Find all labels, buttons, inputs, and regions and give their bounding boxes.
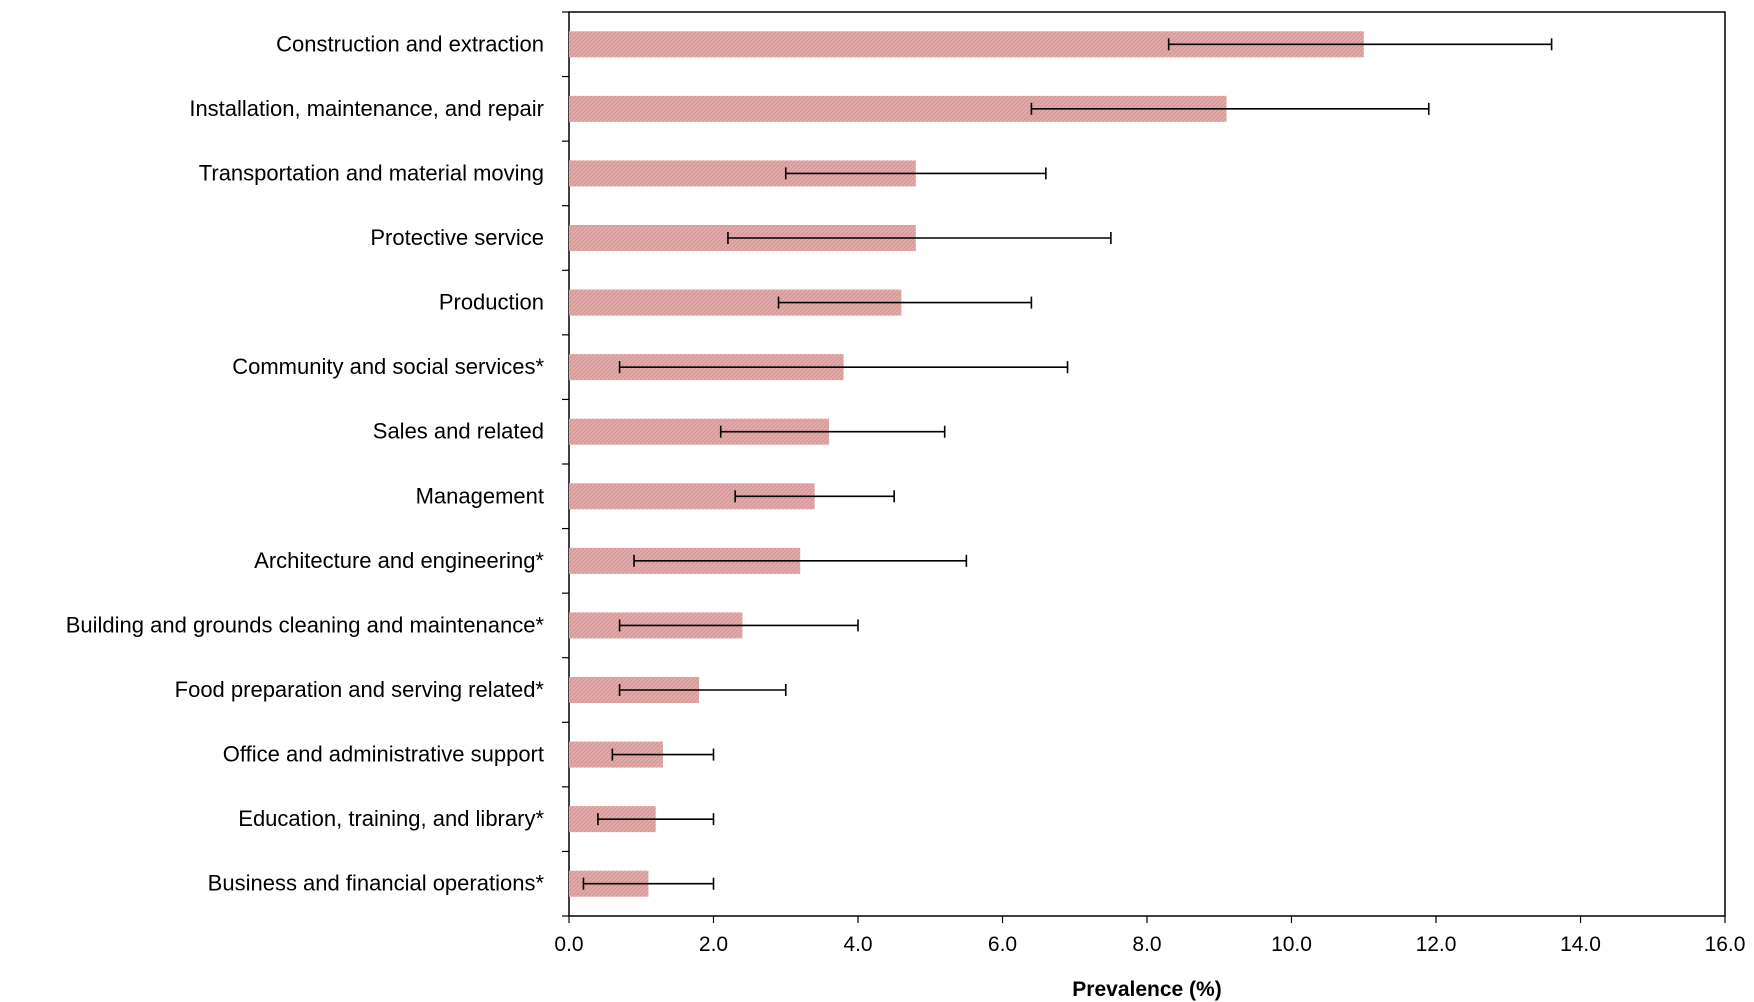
category-label-11: Office and administrative support — [223, 742, 544, 767]
plot-frame — [568, 11, 1726, 917]
x-tick-label-4: 8.0 — [1132, 933, 1161, 956]
x-tick-label-8: 16.0 — [1705, 933, 1746, 956]
error-bar-12 — [597, 813, 715, 826]
category-label-13: Business and financial operations* — [208, 871, 545, 896]
x-tick-label-6: 12.0 — [1416, 933, 1457, 956]
category-label-5: Community and social services* — [232, 354, 544, 379]
category-label-1: Installation, maintenance, and repair — [189, 96, 544, 121]
x-tick-label-0: 0.0 — [554, 933, 583, 956]
error-bars-group — [582, 38, 1553, 890]
x-tick-label-1: 2.0 — [699, 933, 728, 956]
error-bar-1 — [1030, 102, 1430, 115]
category-labels-group: Construction and extraction Installation,… — [66, 31, 545, 895]
y-ticks-group — [562, 11, 569, 917]
error-bar-5 — [618, 361, 1069, 374]
category-label-3: Protective service — [370, 225, 544, 250]
x-axis-title: Prevalence (%) — [1072, 978, 1221, 1001]
category-label-2: Transportation and material moving — [199, 160, 544, 185]
category-label-8: Architecture and engineering* — [254, 548, 544, 573]
category-label-10: Food preparation and serving related* — [175, 677, 545, 702]
category-label-4: Production — [439, 290, 544, 315]
error-bar-11 — [611, 748, 715, 761]
error-bar-4 — [777, 296, 1033, 309]
category-label-7: Management — [416, 483, 544, 508]
category-label-12: Education, training, and library* — [238, 806, 544, 831]
error-bar-13 — [582, 877, 715, 890]
error-bar-7 — [734, 490, 895, 503]
x-ticks-group: 0.0 2.0 4.0 6.0 8.0 10.0 12.0 14.0 16.0 — [554, 916, 1745, 956]
x-tick-label-2: 4.0 — [843, 933, 872, 956]
error-bar-6 — [719, 425, 946, 438]
category-label-9: Building and grounds cleaning and mainte… — [66, 612, 545, 637]
error-bar-9 — [618, 619, 859, 632]
x-tick-label-3: 6.0 — [988, 933, 1017, 956]
x-tick-label-7: 14.0 — [1560, 933, 1601, 956]
error-bar-8 — [633, 554, 968, 567]
category-label-6: Sales and related — [373, 419, 544, 444]
x-tick-label-5: 10.0 — [1271, 933, 1312, 956]
error-bar-2 — [784, 167, 1047, 180]
error-bar-0 — [1167, 38, 1553, 51]
bars-group — [569, 31, 1364, 897]
error-bar-3 — [727, 232, 1112, 244]
category-label-0: Construction and extraction — [276, 31, 544, 56]
error-bar-10 — [618, 684, 787, 696]
